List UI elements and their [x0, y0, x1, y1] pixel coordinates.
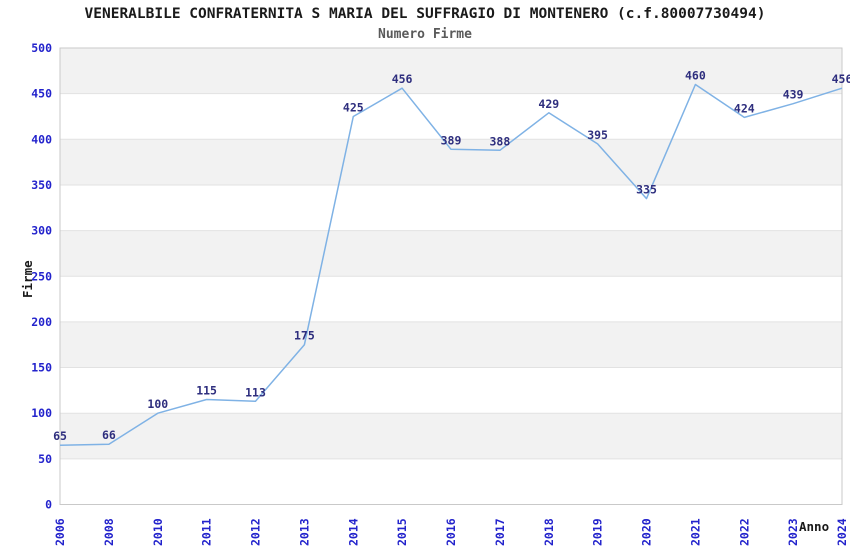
chart-subtitle: Numero Firme [378, 27, 472, 42]
x-tick-label: 2015 [395, 518, 409, 546]
y-tick-label: 0 [45, 498, 52, 512]
data-point-label: 425 [343, 101, 364, 115]
x-tick-label: 2016 [444, 518, 458, 546]
x-tick-label: 2010 [151, 518, 165, 546]
x-tick-label: 2023 [786, 518, 800, 546]
plot-border-group [59, 47, 843, 505]
data-series [59, 83, 843, 446]
x-tick-label: 2011 [200, 518, 214, 546]
data-point-label: 115 [196, 384, 217, 398]
y-tick-label: 100 [31, 406, 52, 420]
y-tick-label: 450 [31, 87, 52, 101]
y-tick-label: 250 [31, 269, 52, 283]
data-point-label: 456 [392, 72, 413, 86]
plot-gridlines [60, 93, 842, 460]
data-point-label: 65 [53, 429, 67, 443]
background-band [60, 321, 842, 368]
x-tick-label: 2014 [346, 518, 360, 546]
data-point-label: 429 [538, 97, 559, 111]
data-point-label: 460 [685, 69, 706, 83]
plot-bands [60, 48, 842, 459]
x-tick-label: 2006 [53, 518, 67, 546]
data-point-labels: 65 66 100 115 113 175 425 456 389 388 429 395 335 460… [53, 69, 850, 444]
x-tick-label: 2020 [640, 518, 654, 546]
data-point-label: 335 [636, 183, 657, 197]
background-band [60, 230, 842, 277]
data-point-label: 66 [102, 428, 116, 442]
data-point-label: 389 [441, 133, 462, 147]
y-tick-label: 350 [31, 178, 52, 192]
y-tick-label: 200 [31, 315, 52, 329]
data-point-label: 439 [783, 88, 804, 102]
y-axis-ticks: 0 50 100 150 200 250 300 350 400 450 500 [31, 41, 52, 512]
x-tick-label: 2012 [249, 518, 263, 546]
series-line [59, 83, 843, 446]
data-point-label: 100 [147, 397, 168, 411]
x-tick-label: 2018 [542, 518, 556, 546]
x-tick-label: 2019 [591, 518, 605, 546]
x-axis-ticks: 2006 2008 2010 2011 2012 2013 2014 2015 2016 2017… [53, 518, 849, 546]
y-tick-label: 500 [31, 41, 52, 55]
y-axis-title: Firme [20, 260, 35, 298]
x-tick-label: 2021 [688, 518, 702, 546]
data-point-label: 113 [245, 385, 266, 399]
plot-border [59, 47, 843, 505]
data-point-label: 395 [587, 128, 608, 142]
x-tick-label: 2013 [297, 518, 311, 546]
data-point-label: 175 [294, 329, 315, 343]
y-tick-label: 150 [31, 361, 52, 375]
y-tick-label: 50 [38, 452, 52, 466]
x-tick-label: 2022 [737, 518, 751, 546]
y-tick-label: 400 [31, 132, 52, 146]
data-point-label: 456 [832, 72, 850, 86]
x-tick-label: 2008 [102, 518, 116, 546]
background-band [60, 48, 842, 94]
x-axis-title: Anno [799, 519, 829, 534]
data-point-label: 388 [490, 134, 511, 148]
background-band [60, 139, 842, 185]
chart-title: VENERALBILE CONFRATERNITA S MARIA DEL SU… [84, 6, 766, 22]
data-point-label: 424 [734, 101, 755, 115]
background-band [60, 413, 842, 459]
x-tick-label: 2024 [835, 518, 849, 546]
x-tick-label: 2017 [493, 518, 507, 546]
y-tick-label: 300 [31, 224, 52, 238]
